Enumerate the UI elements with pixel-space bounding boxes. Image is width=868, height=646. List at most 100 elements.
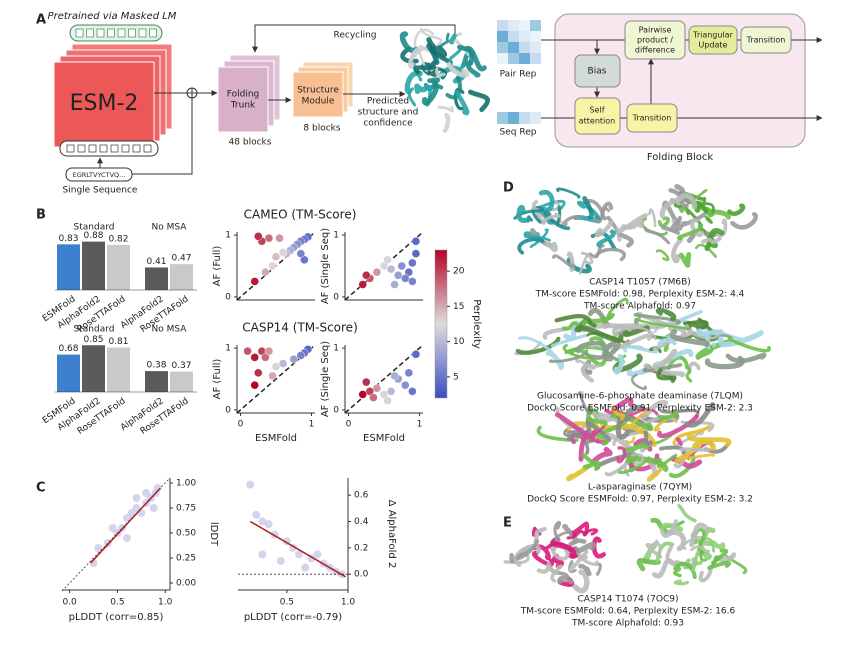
- bar: [57, 244, 80, 290]
- point: [393, 271, 403, 280]
- diagonal: [344, 344, 424, 414]
- point: [411, 350, 421, 359]
- caption: CASP14 T1057 (7M6B): [589, 278, 691, 288]
- protein-render: [514, 297, 771, 390]
- token: [86, 28, 94, 38]
- ribbon: [657, 216, 670, 228]
- transition-label: Transition: [632, 114, 672, 123]
- self-attention-label: attention: [579, 117, 616, 126]
- point: [383, 396, 392, 405]
- ribbon: [585, 419, 612, 442]
- point: [408, 277, 417, 286]
- ribbon: [580, 251, 594, 265]
- bar: [145, 267, 168, 290]
- predicted-label: structure and: [358, 108, 419, 118]
- ribbon: [419, 27, 443, 48]
- panel-label: D: [503, 181, 514, 196]
- ribbon: [601, 341, 617, 362]
- point: [278, 359, 288, 368]
- ribbon: [672, 566, 682, 578]
- ribbon: [414, 65, 437, 75]
- x-axis-label: ESMFold: [255, 433, 297, 444]
- ribbon: [639, 400, 668, 420]
- point: [108, 524, 117, 532]
- y-axis-label: AF (Full): [212, 359, 223, 400]
- pair-cell: [497, 31, 508, 42]
- point: [149, 504, 158, 512]
- value-label: 0.47: [171, 254, 191, 264]
- bar: [145, 371, 168, 392]
- predicted-label: confidence: [363, 119, 413, 129]
- y-axis-label: AF (Single Seq): [320, 341, 331, 417]
- point: [127, 509, 136, 517]
- ribbon: [552, 254, 576, 269]
- x-tick-label: 0.0: [62, 598, 77, 608]
- ribbon: [677, 503, 697, 523]
- point: [358, 390, 367, 399]
- ribbon: [727, 335, 771, 353]
- value-label: 0.41: [146, 257, 166, 267]
- trunk-card: [217, 66, 269, 133]
- seq-cell: [530, 112, 541, 124]
- token: [99, 144, 108, 153]
- ribbon: [684, 207, 703, 227]
- protein-render: [503, 521, 606, 594]
- ribbon: [529, 228, 549, 248]
- masked-lm-pill: [69, 24, 163, 42]
- ribbon: [615, 415, 631, 440]
- axis-spine: [238, 478, 349, 591]
- ribbon: [566, 251, 575, 272]
- ribbon: [594, 220, 614, 238]
- predicted-label: Predicted: [367, 97, 409, 107]
- protein-render: [513, 187, 634, 275]
- y-tick-label: 1: [225, 231, 231, 241]
- ribbon: [657, 409, 679, 420]
- ribbon: [577, 553, 599, 566]
- pairwise-label: product /: [637, 36, 673, 45]
- ribbon: [536, 561, 553, 574]
- ribbon: [701, 236, 722, 245]
- point: [278, 248, 288, 257]
- x-axis-label: pLDDT (corr=-0.79): [244, 612, 342, 623]
- ribbon: [426, 37, 448, 58]
- y-tick-label: 0.50: [176, 529, 196, 539]
- pair-cell: [519, 20, 530, 31]
- x-axis-label: ESMFold: [363, 433, 405, 444]
- x-tick-label: 0: [346, 420, 352, 430]
- ribbon: [426, 43, 440, 65]
- pair-rep-label: Pair Rep: [500, 70, 537, 80]
- y-tick-label: 0.4: [354, 517, 369, 527]
- ribbon: [554, 412, 597, 438]
- bar: [82, 241, 105, 290]
- point: [404, 368, 414, 378]
- point: [268, 371, 277, 381]
- point: [258, 517, 267, 526]
- ribbon: [581, 312, 615, 326]
- ribbon: [437, 105, 454, 113]
- ribbon: [456, 44, 475, 66]
- y-tick-label: 0: [333, 292, 339, 302]
- x-tick-label: 1: [417, 420, 423, 430]
- point: [250, 353, 259, 362]
- trunk-blocks: 48 blocks: [229, 138, 272, 148]
- token: [88, 144, 97, 153]
- pair-cell: [519, 31, 530, 42]
- ribbon: [633, 313, 681, 326]
- point: [372, 384, 382, 393]
- point: [103, 539, 112, 547]
- ribbon: [649, 346, 662, 354]
- ribbon: [554, 314, 593, 325]
- ribbon: [544, 241, 558, 252]
- ribbon: [591, 536, 606, 559]
- value-label: 0.68: [58, 344, 78, 354]
- ribbon: [538, 189, 555, 213]
- y-tick-label: 0.6: [354, 491, 369, 501]
- ribbon: [581, 452, 599, 471]
- point: [271, 362, 281, 371]
- ribbon: [673, 449, 688, 469]
- caption: TM-score ESMFold: 0.98, Perplexity ESM-2…: [535, 290, 745, 300]
- ribbon: [517, 237, 545, 255]
- ribbon: [596, 229, 616, 248]
- panel-label: A: [36, 13, 46, 28]
- point: [258, 550, 267, 559]
